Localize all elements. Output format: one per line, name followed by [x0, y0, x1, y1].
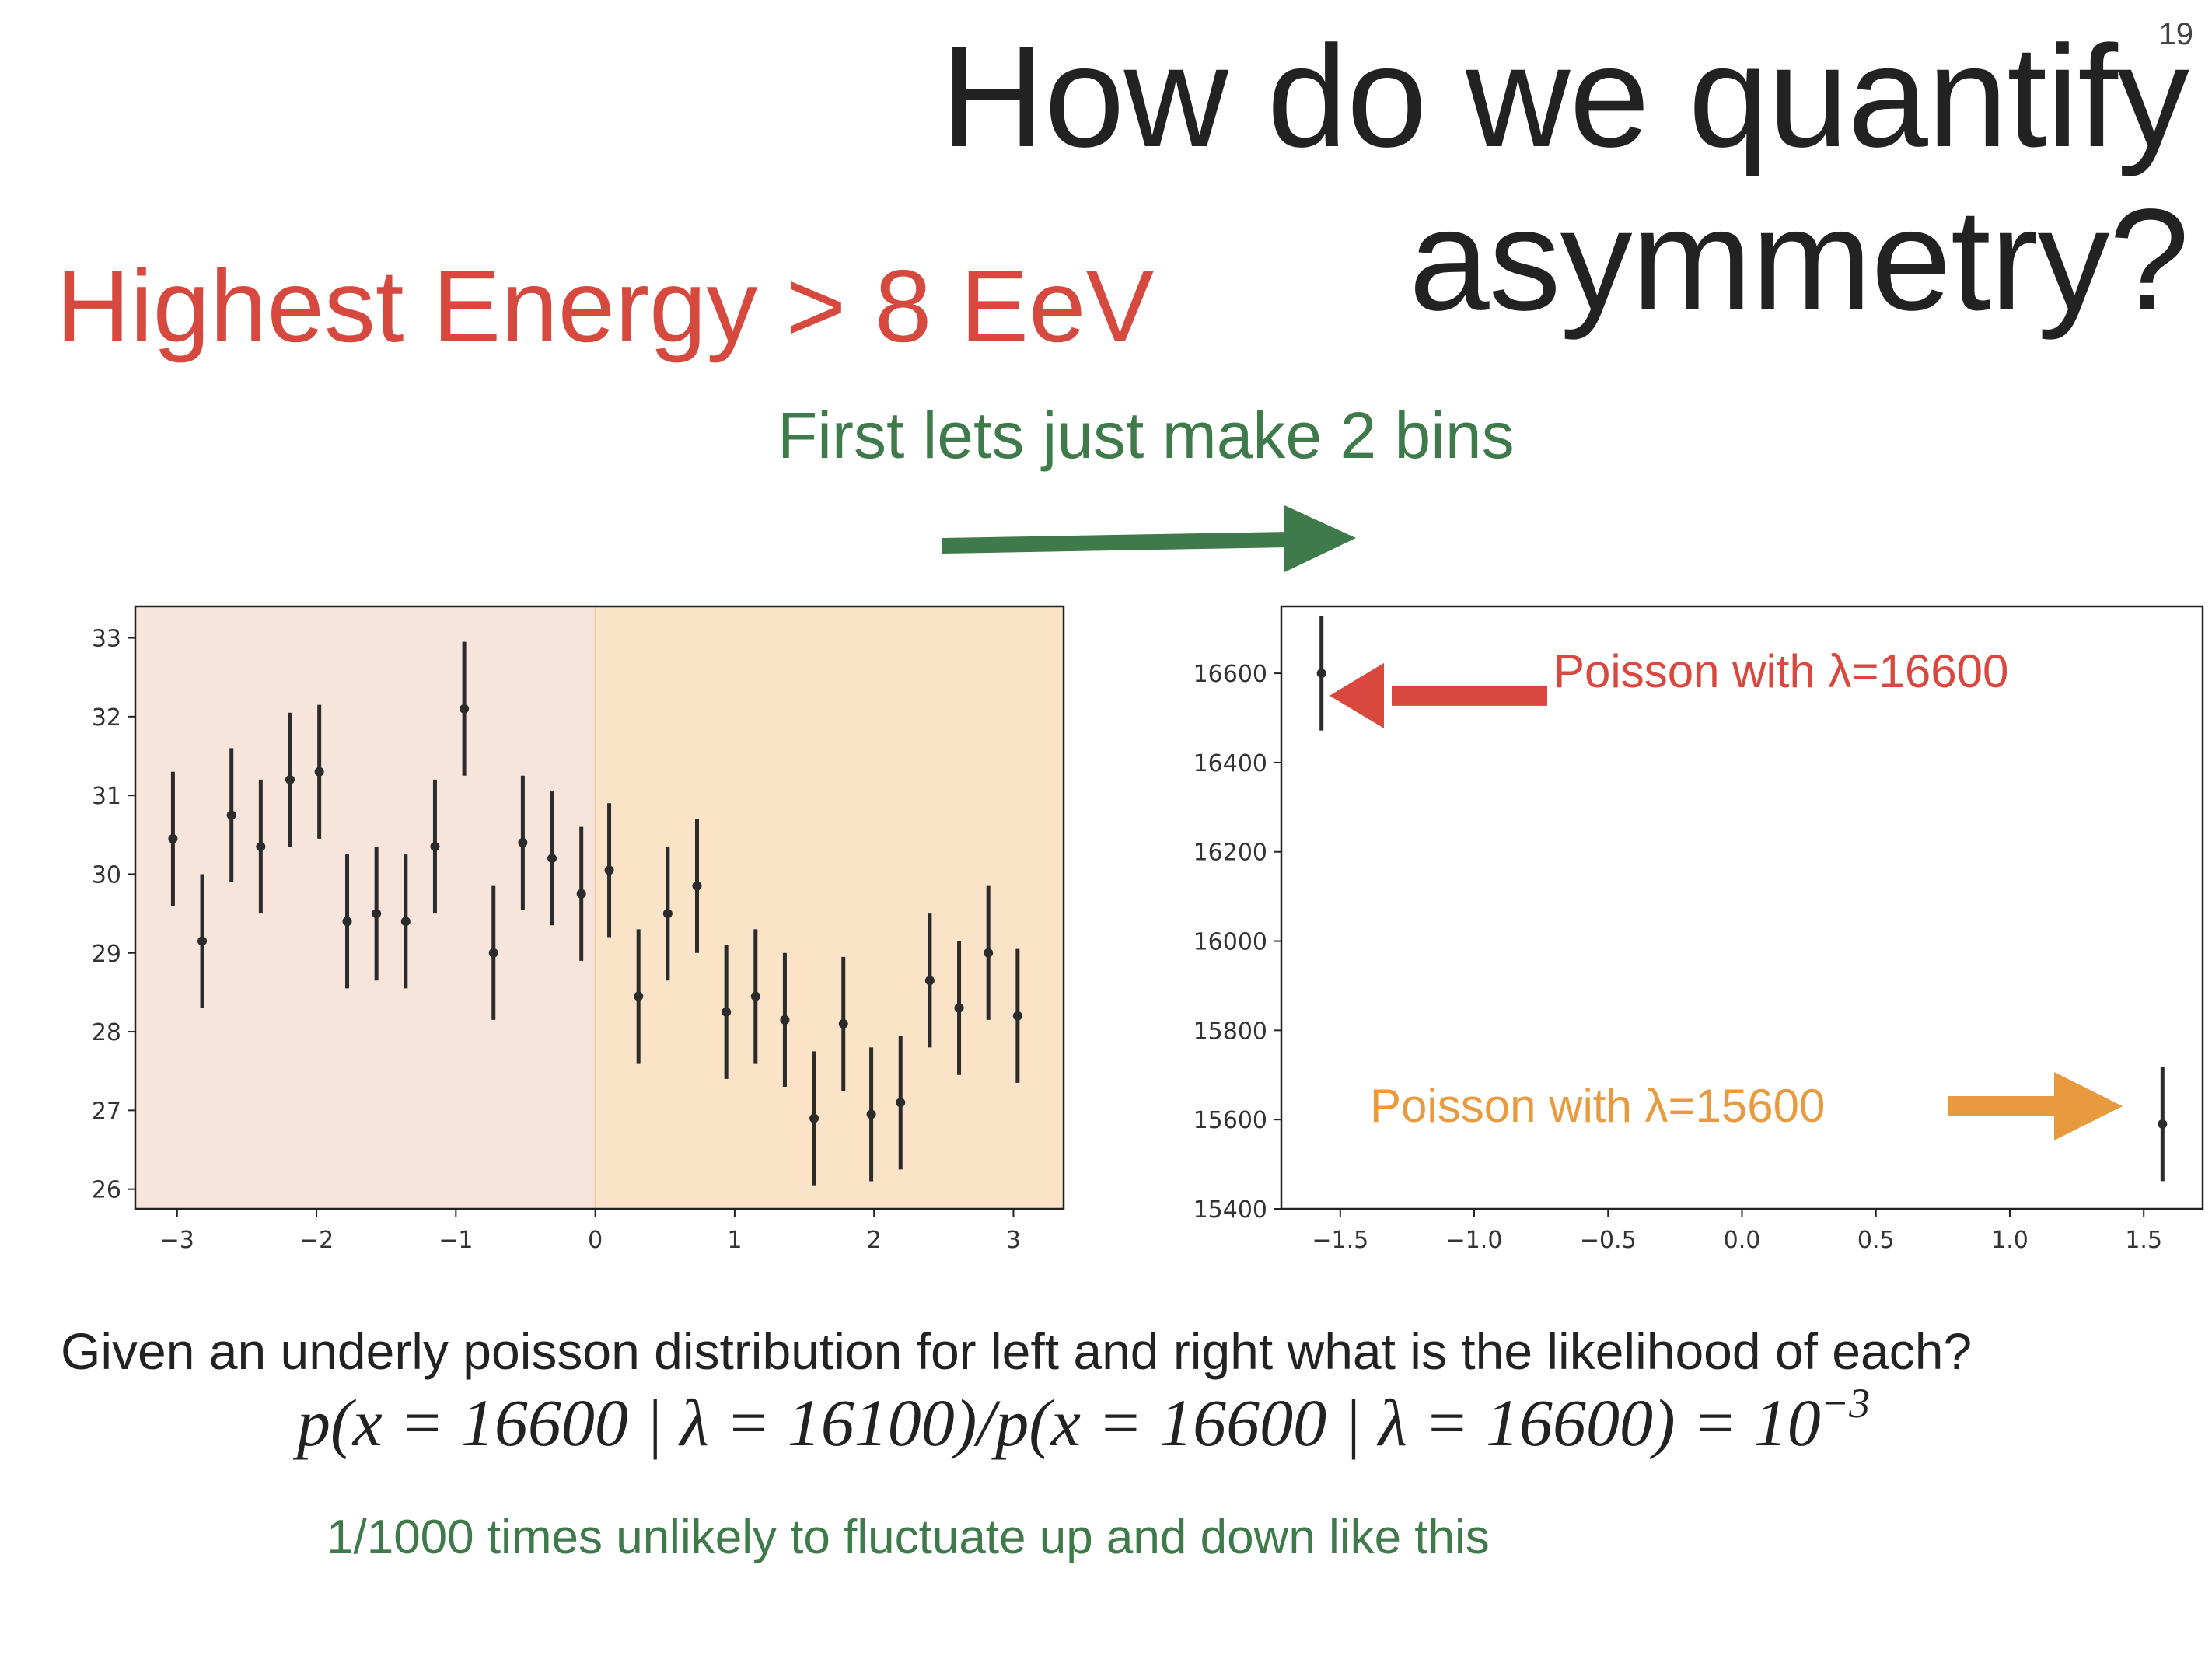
x-tick-label: −1.5	[1312, 1227, 1368, 1254]
title-line-1: How do we quantify	[940, 16, 2189, 177]
data-point	[1012, 1011, 1022, 1021]
shaded-region-left	[135, 606, 596, 1209]
y-tick-label: 32	[92, 704, 121, 732]
orange-arrow-shaft	[1948, 1095, 2056, 1116]
red-arrow-shaft	[1392, 685, 1547, 706]
x-tick-label: −0.5	[1580, 1227, 1637, 1254]
y-tick-label: 16400	[1193, 750, 1267, 777]
slide-title: How do we quantify asymmetry?	[941, 16, 2189, 342]
left-errorbar-chart: 26 27 28 29 30 31 32 33 −3 −2 −1 0 1 2 3	[92, 605, 1065, 1254]
y-tick-label: 28	[92, 1019, 121, 1046]
data-point	[692, 881, 702, 891]
right-arrow-icon	[942, 505, 1356, 572]
data-point	[226, 810, 236, 820]
x-tick-label: −1	[439, 1227, 473, 1254]
data-point	[634, 991, 644, 1001]
plot-frame	[134, 605, 1065, 1210]
x-tick-label: 1.0	[1991, 1227, 2029, 1254]
two-bins-note: First lets just make 2 bins	[778, 399, 1515, 472]
x-tick-label: 2	[867, 1227, 882, 1254]
data-point	[780, 1015, 790, 1025]
x-tick-label: 0.5	[1857, 1227, 1895, 1254]
x-tick-label: 0.0	[1724, 1227, 1761, 1254]
data-point	[430, 841, 440, 851]
data-point	[838, 1018, 848, 1029]
arrow-shaft	[942, 532, 1289, 554]
data-point	[342, 917, 352, 927]
red-arrow-head	[1330, 662, 1384, 728]
data-point	[1316, 669, 1326, 679]
orange-arrow-head	[2054, 1071, 2123, 1140]
data-point	[314, 767, 324, 777]
data-point	[400, 917, 411, 927]
formula-exponent: −3	[1820, 1380, 1871, 1427]
x-tick-label: 3	[1006, 1227, 1021, 1254]
shaded-region-right	[595, 606, 1064, 1209]
data-point	[547, 854, 557, 864]
y-tick-label: 15800	[1193, 1018, 1267, 1045]
annotation-upper: Poisson with λ=16600	[1553, 645, 2008, 697]
data-point	[576, 889, 586, 899]
slide-number: 19	[2158, 17, 2194, 51]
x-tick-label: −1.0	[1446, 1227, 1503, 1254]
y-tick-label: 15600	[1193, 1107, 1267, 1134]
data-point	[954, 1003, 964, 1013]
data-point	[604, 865, 614, 875]
x-tick-label: −3	[160, 1227, 194, 1254]
y-tick-label: 31	[92, 783, 121, 810]
title-line-2: asymmetry?	[1409, 180, 2189, 341]
y-tick-label: 27	[92, 1098, 121, 1125]
data-point	[488, 948, 498, 958]
right-errorbar-chart: 15400 15600 15800 16000 16200 16400 16600 −1.5 −…	[1193, 605, 2204, 1254]
data-point	[722, 1007, 732, 1017]
x-tick-label: −2	[299, 1227, 334, 1254]
data-point	[750, 991, 760, 1001]
likelihood-formula: p(x = 16600 | λ = 16100)/p(x = 16600 | λ…	[297, 1380, 1870, 1462]
energy-subtitle: Highest Energy > 8 EeV	[56, 249, 1155, 363]
conclusion-note: 1/1000 times unlikely to fluctuate up an…	[327, 1511, 1490, 1564]
data-point	[984, 948, 994, 958]
x-tick-label: 1.5	[2125, 1227, 2162, 1254]
y-tick-label: 29	[92, 941, 121, 968]
data-point	[662, 909, 673, 919]
y-tick-label: 15400	[1193, 1196, 1267, 1224]
data-point	[256, 841, 266, 851]
y-tick-label: 16200	[1193, 840, 1267, 867]
x-tick-label: 1	[727, 1227, 742, 1254]
y-tick-label: 30	[92, 861, 121, 889]
data-point	[168, 833, 178, 843]
data-point	[372, 909, 382, 919]
data-point	[197, 936, 208, 946]
y-tick-label: 16600	[1193, 661, 1267, 688]
data-point	[896, 1098, 906, 1108]
arrow-head	[1284, 505, 1356, 572]
likelihood-question: Given an underly poisson distribution fo…	[61, 1322, 1973, 1380]
data-point	[460, 704, 470, 714]
data-point	[518, 837, 528, 847]
data-point	[924, 976, 935, 986]
x-tick-label: 0	[588, 1227, 603, 1254]
y-tick-label: 16000	[1193, 929, 1267, 956]
data-point	[866, 1109, 876, 1119]
formula-main: p(x = 16600 | λ = 16100)/p(x = 16600 | λ…	[297, 1385, 1821, 1460]
annotation-lower: Poisson with λ=15600	[1370, 1080, 1825, 1132]
y-tick-label: 26	[92, 1177, 121, 1204]
data-point	[809, 1113, 819, 1123]
y-tick-label: 33	[92, 626, 121, 653]
data-point	[2158, 1119, 2168, 1129]
data-point	[285, 774, 295, 784]
